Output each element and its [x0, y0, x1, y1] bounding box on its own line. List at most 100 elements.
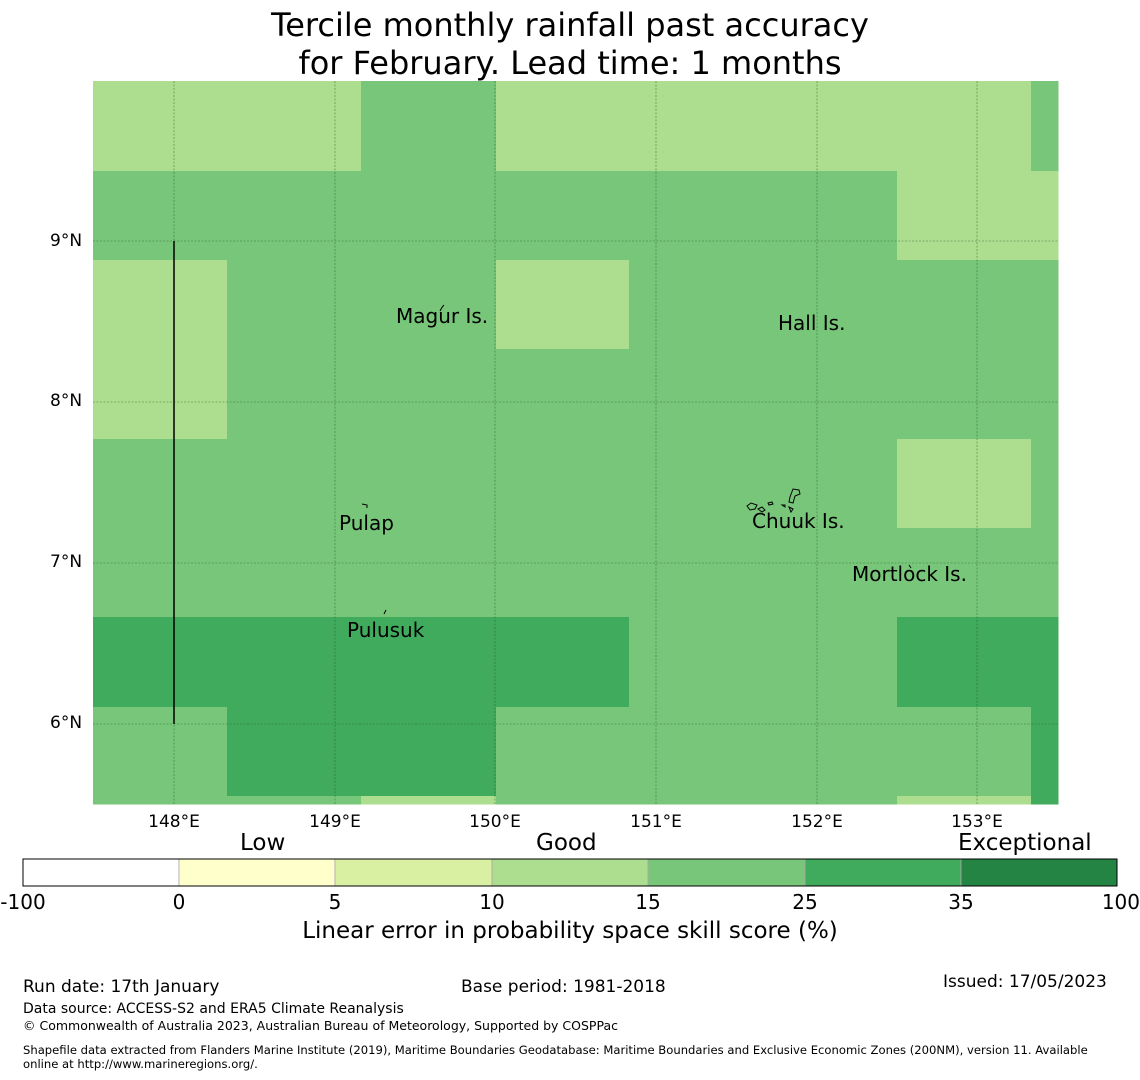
grid-cell	[93, 349, 228, 440]
grid-cell	[1031, 81, 1059, 172]
colorbar-tick: 5	[328, 890, 342, 914]
issued-date: Issued: 17/05/2023	[943, 972, 1107, 992]
colorbar-tick: 25	[792, 890, 818, 914]
title-line-1: Tercile monthly rainfall past accuracy	[271, 6, 869, 44]
place-label-pulusuk: Pulusuk	[347, 618, 425, 642]
colorbar-tick: 10	[479, 890, 505, 914]
grid-cell	[227, 260, 362, 350]
grid-cell	[897, 81, 1032, 172]
shapefile-credit-line-1: Shapefile data extracted from Flanders M…	[23, 1043, 1088, 1057]
grid-cell	[93, 260, 228, 350]
colorbar-tick: -100	[0, 890, 46, 914]
grid-cell	[763, 617, 898, 708]
grid-cell	[361, 349, 497, 440]
grid-cell	[629, 171, 764, 261]
grid-cell	[496, 707, 630, 797]
base-period: Base period: 1981-2018	[461, 977, 666, 997]
grid-cell	[763, 439, 898, 529]
grid-cell	[897, 528, 1032, 618]
grid-cell	[496, 796, 630, 805]
grid-cell	[629, 796, 764, 805]
grid-cell	[1031, 171, 1059, 261]
grid-cell	[93, 707, 228, 797]
pulusuk-island-outline	[383, 609, 387, 615]
grid-cell	[629, 439, 764, 529]
shapefile-credit-line-2: online at http://www.marineregions.org/.	[23, 1057, 258, 1071]
grid-cell	[93, 528, 228, 618]
grid-cell	[93, 796, 228, 805]
lon-label-149e: 149°E	[309, 812, 361, 832]
grid-cell	[763, 349, 898, 440]
pulap-island-outline	[361, 503, 368, 508]
grid-cell	[227, 617, 362, 708]
grid-cell	[361, 707, 497, 797]
place-label-mortlock: Mortlock Is.	[852, 562, 967, 586]
grid-cell	[496, 617, 630, 708]
grid-cell	[496, 528, 630, 618]
grid-cell	[93, 617, 228, 708]
grid-cell	[227, 796, 362, 805]
grid-cell	[897, 349, 1032, 440]
grid-cell	[1031, 260, 1059, 350]
grid-cell	[361, 796, 497, 805]
lat-label-9n: 9°N	[50, 231, 83, 251]
run-date: Run date: 17th January	[23, 977, 220, 997]
grid-cell	[897, 260, 1032, 350]
grid-cell	[897, 707, 1032, 797]
copyright: © Commonwealth of Australia 2023, Austra…	[23, 1018, 618, 1033]
colorbar-tick: 0	[172, 890, 186, 914]
grid-cell	[361, 439, 497, 529]
grid-cell	[496, 260, 630, 350]
grid-cell	[897, 439, 1032, 529]
grid-cell	[897, 796, 1032, 805]
place-label-hall: Hall Is.	[778, 311, 846, 335]
colorbar-frame	[22, 858, 1118, 887]
category-good: Good	[536, 830, 597, 856]
colorbar-segment	[334, 858, 493, 887]
colorbar-tick: 100	[1101, 890, 1140, 914]
grid-cell	[1031, 349, 1059, 440]
grid-cell	[763, 528, 898, 618]
graticule	[93, 81, 1058, 804]
lon-label-150e: 150°E	[469, 812, 521, 832]
grid-cell	[361, 617, 497, 708]
grid-cell	[361, 171, 497, 261]
colorbar-segment	[178, 858, 336, 887]
grid-cell	[361, 260, 497, 350]
grid-cell	[763, 796, 898, 805]
grid-cell	[227, 349, 362, 440]
colorbar-segment	[960, 858, 1118, 887]
grid-cell	[1031, 617, 1059, 708]
grid-cell	[763, 260, 898, 350]
grid-cell	[361, 528, 497, 618]
grid-cell	[1031, 707, 1059, 797]
grid-cell	[496, 81, 630, 172]
lat-label-6n: 6°N	[50, 713, 83, 733]
place-label-magur: Magur Is.	[396, 304, 489, 328]
lon-label-148e: 148°E	[148, 812, 200, 832]
grid-cell	[897, 171, 1032, 261]
grid-cell	[496, 439, 630, 529]
grid-cell	[629, 528, 764, 618]
lon-label-152e: 152°E	[791, 812, 843, 832]
lat-label-7n: 7°N	[50, 552, 83, 572]
island-outlines	[361, 304, 912, 615]
colorbar-segment	[22, 858, 180, 887]
grid-cell	[629, 349, 764, 440]
colorbar-label: Linear error in probability space skill …	[302, 918, 838, 944]
chart-title: Tercile monthly rainfall past accuracy f…	[0, 6, 1140, 82]
colorbar-tick: 15	[635, 890, 661, 914]
grid-cell	[361, 81, 497, 172]
title-line-2: for February. Lead time: 1 months	[298, 44, 842, 82]
grid-cell	[897, 617, 1032, 708]
data-source: Data source: ACCESS-S2 and ERA5 Climate …	[23, 1001, 404, 1017]
grid-cell	[93, 439, 228, 529]
colorbar-tick: 35	[948, 890, 974, 914]
grid-cell	[227, 707, 362, 797]
skill-grid	[93, 81, 1059, 805]
lon-label-153e: 153°E	[951, 812, 1003, 832]
place-label-pulap: Pulap	[339, 511, 394, 535]
mortlock-island-outline	[908, 564, 912, 569]
magur-island-outline	[439, 304, 445, 312]
